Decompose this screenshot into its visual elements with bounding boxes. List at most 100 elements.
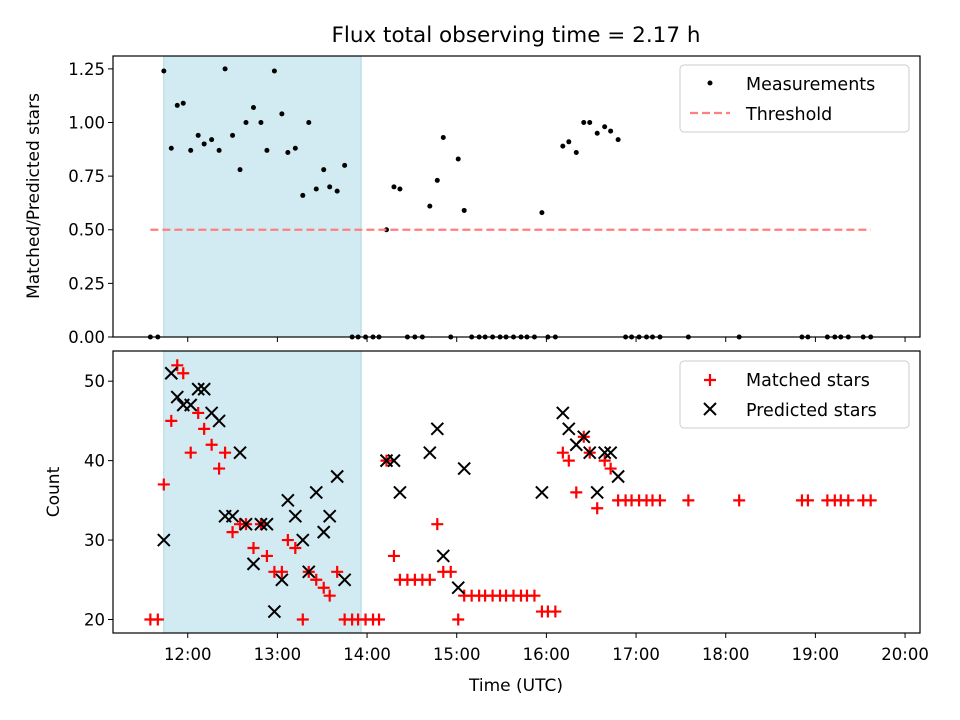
legend-matched-label: Matched stars bbox=[746, 371, 870, 391]
bottom-predicted-star-point bbox=[611, 469, 625, 484]
bottom-predicted-star-point bbox=[233, 445, 247, 460]
bottom-matched-star-point bbox=[733, 494, 746, 507]
bottom-predicted-star-point bbox=[322, 509, 337, 523]
bottom-matched-star-point bbox=[331, 565, 344, 578]
bottom-matched-star-point bbox=[310, 573, 323, 586]
x-tick-label: 20:00 bbox=[881, 645, 929, 664]
bottom-y-tick-label: 50 bbox=[84, 372, 105, 391]
top-y-tick-label: 0.50 bbox=[68, 221, 105, 240]
x-tick-label: 13:00 bbox=[254, 645, 302, 664]
top-measurement-point bbox=[243, 119, 249, 125]
legend-plus-icon bbox=[704, 374, 716, 386]
bottom-matched-star-point bbox=[247, 542, 260, 555]
bottom-matched-star-point bbox=[275, 565, 288, 578]
bottom-matched-star-point bbox=[205, 438, 218, 451]
top-y-tick-label: 1.00 bbox=[68, 113, 105, 132]
bottom-panel: 20 30 40 50 12:00 13:00 14:00 15:00 16:00 17:00 18… bbox=[84, 350, 929, 664]
bottom-matched-star-point bbox=[431, 518, 444, 531]
bottom-predicted-star-point bbox=[164, 366, 178, 380]
x-tick-label: 12:00 bbox=[164, 645, 212, 664]
bottom-matched-star-point bbox=[171, 359, 184, 372]
x-tick-label: 14:00 bbox=[343, 645, 391, 664]
bottom-predicted-star-point bbox=[577, 430, 591, 444]
top-measurement-point bbox=[615, 137, 621, 143]
legend-top: Measurements Threshold bbox=[679, 64, 910, 133]
bottom-predicted-star-point bbox=[197, 382, 211, 396]
top-measurement-point bbox=[237, 167, 243, 173]
top-measurement-point bbox=[587, 119, 593, 125]
x-tick-label: 18:00 bbox=[702, 645, 750, 664]
bottom-matched-star-point bbox=[444, 565, 457, 578]
top-measurement-point bbox=[174, 102, 180, 108]
legend-predicted-label: Predicted stars bbox=[746, 401, 877, 421]
top-y-tick-label: 0.00 bbox=[68, 328, 105, 347]
bottom-matched-star-point bbox=[213, 462, 226, 475]
top-measurement-point bbox=[573, 150, 579, 156]
top-measurement-point bbox=[168, 145, 174, 151]
legend-bottom-frame bbox=[679, 360, 910, 429]
bottom-matched-star-point bbox=[219, 446, 232, 459]
bottom-predicted-star-point bbox=[239, 517, 253, 531]
bottom-matched-star-point bbox=[387, 549, 400, 562]
top-measurement-point bbox=[594, 130, 600, 136]
top-measurement-point bbox=[397, 186, 403, 192]
bottom-predicted-star-point bbox=[387, 453, 401, 468]
bottom-matched-star-point bbox=[864, 494, 877, 507]
bottom-matched-star-point bbox=[801, 494, 814, 507]
bottom-matched-star-point bbox=[157, 478, 170, 491]
bottom-predicted-star-point bbox=[254, 517, 268, 531]
top-measurement-point bbox=[285, 150, 291, 156]
bottom-predicted-star-point bbox=[436, 549, 450, 563]
bottom-y-tick-label: 20 bbox=[84, 610, 105, 629]
legend-measurements-label: Measurements bbox=[746, 75, 875, 95]
bottom-matched-star-point bbox=[192, 406, 205, 419]
bottom-predicted-star-point bbox=[296, 533, 310, 547]
legend-x-icon bbox=[703, 402, 717, 416]
top-measurement-point bbox=[216, 147, 222, 153]
top-measurement-point bbox=[427, 203, 433, 209]
bottom-predicted-star-point bbox=[317, 525, 331, 539]
top-measurement-point bbox=[383, 227, 389, 233]
legend-top-frame bbox=[679, 64, 910, 133]
top-measurement-point bbox=[264, 147, 270, 153]
bottom-matched-star-point bbox=[423, 573, 436, 586]
bottom-predicted-star-point bbox=[583, 445, 597, 460]
top-measurement-point bbox=[321, 167, 327, 173]
bottom-matched-star-point bbox=[165, 414, 178, 427]
top-y-tick-label: 1.25 bbox=[68, 60, 105, 79]
bottom-matched-star-point bbox=[452, 613, 465, 626]
bottom-predicted-star-point bbox=[597, 445, 612, 460]
bottom-y-tick-label: 40 bbox=[84, 452, 105, 471]
top-measurement-point bbox=[455, 156, 461, 162]
top-measurement-point bbox=[271, 68, 277, 74]
bottom-matched-star-point bbox=[151, 613, 164, 626]
top-measurement-point bbox=[222, 66, 228, 72]
bottom-matched-star-point bbox=[226, 526, 239, 539]
top-measurement-point bbox=[334, 188, 340, 194]
legend-bottom: Matched stars Predicted stars bbox=[679, 360, 910, 429]
top-measurement-point bbox=[161, 68, 167, 74]
bottom-matched-star-point bbox=[260, 549, 273, 562]
top-measurement-point bbox=[306, 119, 312, 125]
top-measurement-point bbox=[258, 119, 264, 125]
top-measurement-point bbox=[342, 162, 348, 168]
bottom-matched-star-point bbox=[198, 422, 211, 435]
top-measurement-point bbox=[230, 132, 236, 138]
bottom-predicted-star-point bbox=[246, 557, 261, 571]
bottom-matched-star-point bbox=[604, 462, 617, 475]
bottom-predicted-star-point bbox=[260, 517, 274, 531]
bottom-predicted-star-point bbox=[457, 461, 471, 476]
bottom-predicted-star-point bbox=[337, 573, 352, 587]
x-tick-label: 16:00 bbox=[523, 645, 571, 664]
bottom-matched-star-point bbox=[682, 494, 695, 507]
bottom-matched-star-point bbox=[528, 589, 541, 602]
bottom-predicted-star-point bbox=[603, 445, 618, 460]
bottom-predicted-star-point bbox=[225, 509, 240, 523]
bottom-matched-star-point bbox=[373, 613, 386, 626]
top-measurement-point bbox=[180, 100, 186, 106]
top-measurement-point bbox=[250, 104, 256, 110]
top-y-tick-label: 0.25 bbox=[68, 274, 105, 293]
top-axes-frame bbox=[112, 55, 921, 338]
top-measurement-point bbox=[188, 147, 194, 153]
